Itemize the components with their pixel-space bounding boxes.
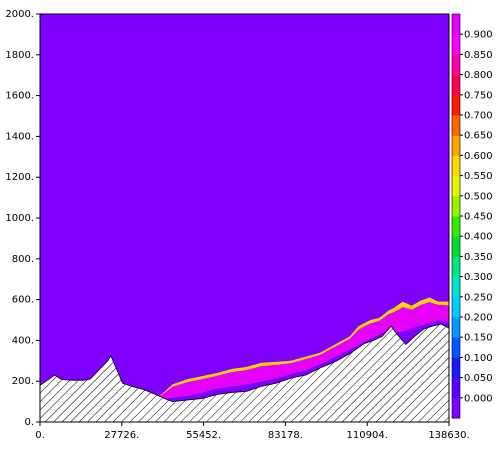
colorbar-tick-label: 0.400 [464,232,493,243]
x-tick-label: 83178. [268,430,303,441]
colorbar-swatch [452,34,460,55]
colorbar-swatch [452,54,460,76]
colorbar-swatch [452,256,460,278]
colorbar-swatch [452,357,460,379]
terrain-hatched [40,323,449,422]
y-tick-label: 2000. [5,9,34,20]
colorbar-swatch [452,337,460,358]
y-tick-label: 1200. [5,172,34,183]
colorbar-swatch [452,135,460,156]
x-tick-label: 110904. [347,430,388,441]
colorbar-swatch [452,115,460,136]
colorbar-swatch [452,296,460,318]
colorbar-swatch [452,317,460,338]
colorbar-swatch [452,236,460,257]
colorbar-tick-label: 0.550 [464,171,493,182]
y-axis: 0. 200. 400. 600. 800. 1000. 1200. 1400. 1600. 18… [5,9,40,428]
colorbar-tick-label: 0.450 [464,212,493,223]
y-tick-label: 1800. [5,50,34,61]
colorbar-swatch [452,397,460,419]
colorbar-swatch [452,216,460,237]
colorbar-tick-label: 0.900 [464,30,493,41]
y-tick-label: 1600. [5,91,34,102]
y-tick-label: 600. [12,295,34,306]
colorbar-swatch [452,74,460,96]
colorbar-tick-label: 0.300 [464,272,493,283]
plot-area [39,13,450,423]
colorbar-tick-label: 0.250 [464,292,493,303]
colorbar-swatch [452,155,460,177]
plume-core [158,302,449,399]
colorbar-tick-label: 0.500 [464,191,493,202]
colorbar-tick-label: 0.700 [464,111,493,122]
colorbar-tick-label: 0.150 [464,333,493,344]
x-tick-label: 138630. [428,430,469,441]
colorbar-swatch [452,94,460,116]
colorbar: 0.000 0.050 0.100 0.150 0.200 0.250 0.300 0.350… [451,13,493,419]
y-tick-label: 400. [12,335,34,346]
colorbar-tick-label: 0.800 [464,70,493,81]
colorbar-swatch [452,175,460,197]
y-tick-label: 200. [12,376,34,387]
colorbar-tick-label: 0.000 [464,393,493,404]
colorbar-tick-label: 0.200 [464,313,493,324]
colorbar-tick-label: 0.750 [464,90,493,101]
colorbar-swatch [452,14,460,35]
x-tick-label: 27726. [104,430,139,441]
colorbar-swatch [452,276,460,298]
colorbar-tick-label: 0.850 [464,50,493,61]
x-axis: 0. 27726. 55452. 83178. 110904. 138630. [35,422,470,441]
y-tick-label: 1000. [5,213,34,224]
x-tick-label: 55452. [186,430,221,441]
y-tick-label: 1400. [5,131,34,142]
colorbar-swatch [452,195,460,217]
colorbar-tick-label: 0.050 [464,373,493,384]
x-tick-label: 0. [35,430,45,441]
colorbar-tick-label: 0.100 [464,353,493,364]
colorbar-tick-label: 0.350 [464,252,493,263]
y-tick-label: 0. [24,417,34,428]
colorbar-tick-label: 0.650 [464,131,493,142]
y-tick-label: 800. [12,254,34,265]
colorbar-swatch [452,377,460,399]
colorbar-tick-label: 0.600 [464,151,493,162]
